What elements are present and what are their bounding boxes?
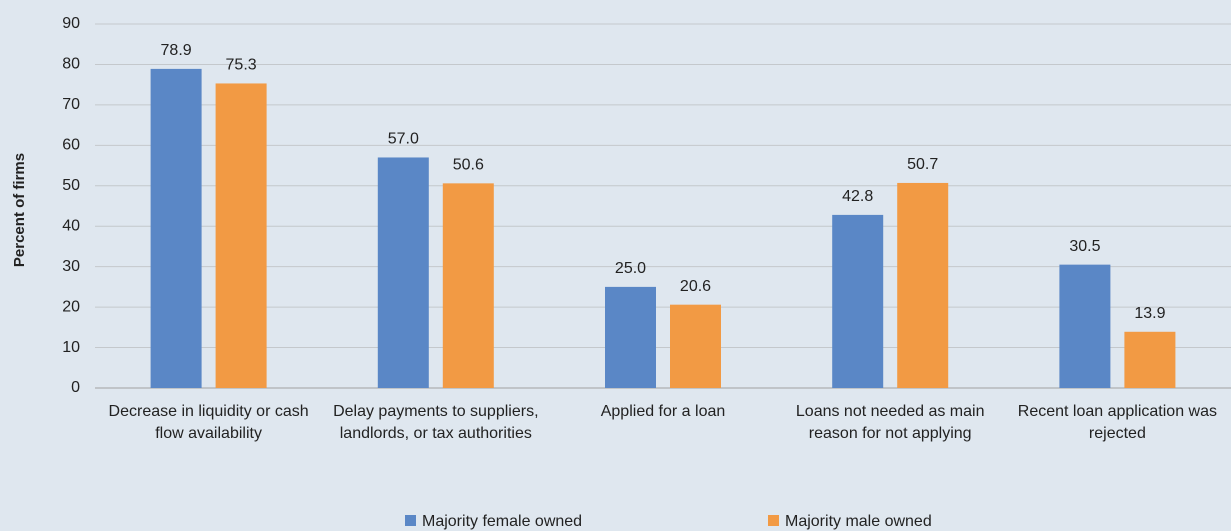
x-tick-label: Decrease in liquidity or cash flow avail…: [108, 403, 309, 442]
bar: [377, 157, 429, 388]
data-label: 42.8: [842, 188, 873, 205]
legend-label: Majority female owned: [422, 513, 582, 530]
x-tick-label: Loans not needed as main reason for not …: [795, 403, 985, 442]
data-label: 75.3: [226, 57, 257, 74]
bar: [215, 83, 267, 388]
data-label: 20.6: [680, 278, 711, 295]
data-label: 25.0: [615, 260, 646, 277]
data-label: 50.7: [907, 156, 938, 173]
x-tick-label: Delay payments to suppliers, landlords, …: [333, 403, 539, 442]
bar: [1059, 264, 1111, 388]
bar: [442, 183, 494, 388]
x-tick-label: Recent loan application was rejected: [1017, 403, 1217, 442]
bar: [605, 286, 656, 388]
y-tick-label: 70: [62, 96, 80, 113]
y-tick-label: 10: [62, 339, 80, 356]
y-tick-label: 50: [62, 177, 80, 194]
x-tick-label: Applied for a loan: [600, 403, 726, 420]
y-tick-label: 30: [62, 258, 80, 275]
data-label: 57.0: [388, 131, 419, 148]
y-tick-label: 20: [62, 298, 80, 315]
y-tick-label: 90: [62, 15, 80, 32]
y-tick-label: 80: [62, 56, 80, 73]
bar: [1124, 331, 1176, 388]
data-label: 50.6: [453, 157, 484, 174]
bar: [832, 214, 884, 388]
legend-label: Majority male owned: [785, 513, 932, 530]
bar: [670, 304, 721, 388]
y-axis-label: Percent of firms: [11, 153, 28, 267]
data-label: 30.5: [1069, 238, 1100, 255]
y-tick-label: 40: [62, 217, 80, 234]
bar: [897, 182, 949, 388]
y-tick-label: 0: [71, 379, 80, 396]
legend-swatch: [405, 515, 416, 526]
data-label: 13.9: [1134, 305, 1165, 322]
bar: [150, 68, 202, 388]
data-label: 78.9: [161, 42, 192, 59]
y-tick-label: 60: [62, 137, 80, 154]
legend-swatch: [768, 515, 779, 526]
